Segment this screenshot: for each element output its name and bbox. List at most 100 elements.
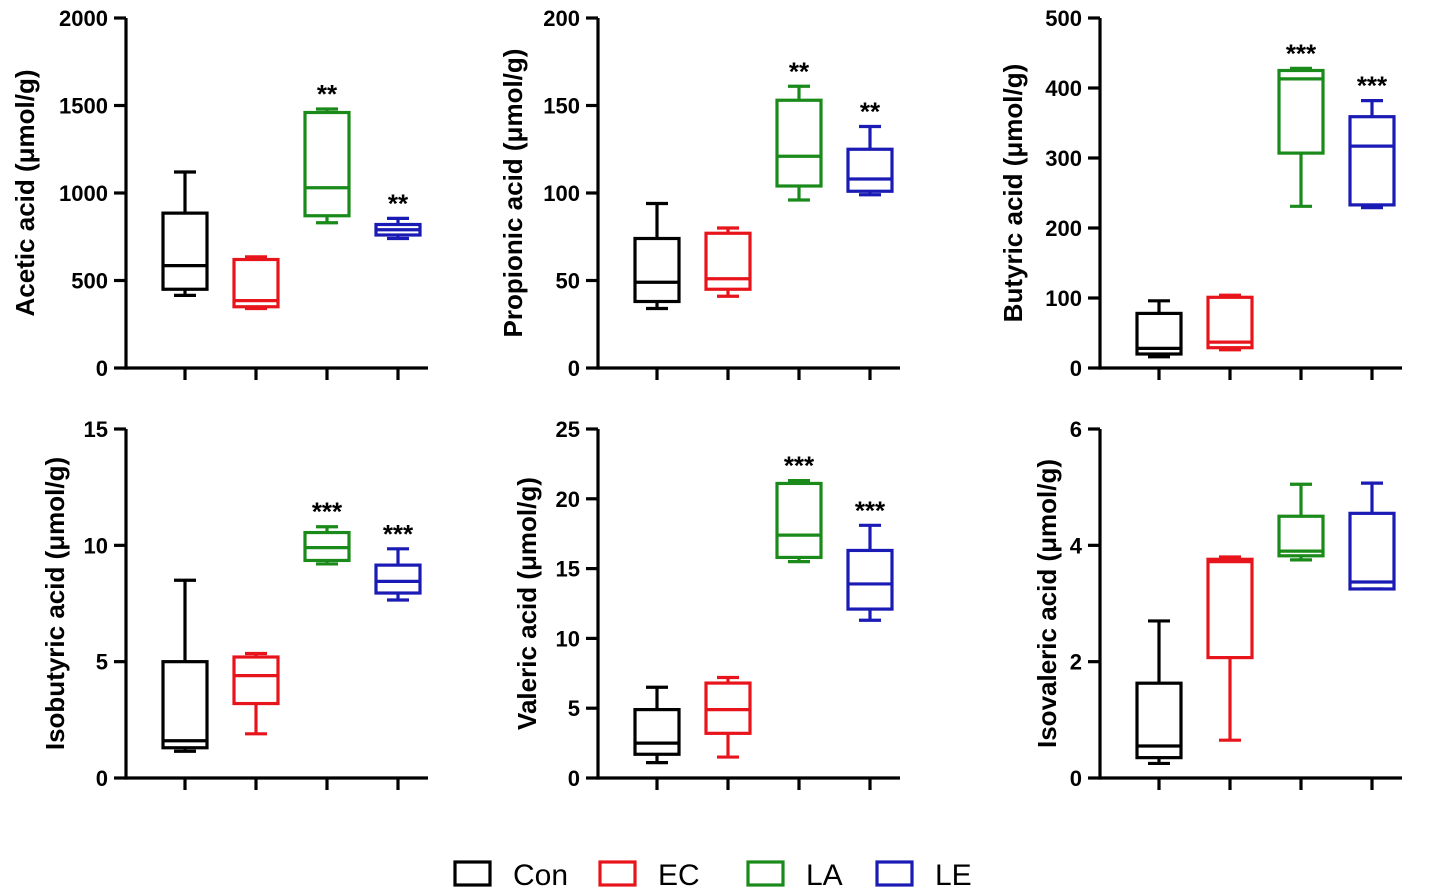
panel-1: 0 500 1000 1500 2000 Acetic acid (μmol/g) ** **	[10, 6, 428, 381]
significance-label: **	[388, 188, 409, 218]
box-Con	[1135, 299, 1183, 359]
panel-4: 0 5 10 15 Isobutyric acid (μmol/g) *** ***	[40, 417, 428, 791]
box-LA: **	[775, 56, 823, 202]
box-body	[374, 563, 422, 595]
panel-6: 0 2 4 6 Isovaleric acid (μmol/g)	[1032, 417, 1402, 791]
y-axis-title: Propionic acid (μmol/g)	[498, 49, 528, 338]
box-Con	[1135, 619, 1183, 766]
panel-3: 0 100 200 300 400 500 Butyric acid (μmol/g) ***…	[998, 6, 1402, 381]
significance-label: **	[860, 97, 881, 127]
legend-item-LA: LA	[746, 859, 843, 892]
y-tick-label: 50	[556, 269, 580, 294]
significance-label: **	[317, 79, 338, 109]
panel-2: 0 50 100 150 200 Propionic acid (μmol/g) ** **	[498, 6, 900, 381]
y-tick-label: 1000	[59, 181, 108, 206]
legend-item-Con: Con	[453, 859, 568, 892]
y-tick-label: 2000	[59, 6, 108, 31]
legend-swatch	[746, 860, 785, 887]
y-tick-label: 10	[556, 626, 580, 651]
y-tick-label: 100	[543, 181, 580, 206]
box-LE: **	[374, 188, 422, 241]
legend-swatch	[598, 860, 637, 887]
legend: Con EC LA LE	[453, 859, 972, 892]
box-body	[633, 236, 681, 304]
legend-swatch	[453, 860, 492, 887]
y-tick-label: 5	[96, 650, 108, 675]
box-body	[232, 257, 280, 309]
y-tick-label: 0	[96, 356, 108, 381]
box-EC	[1206, 293, 1254, 352]
y-tick-label: 15	[556, 557, 580, 582]
box-body	[775, 98, 823, 188]
box-LA	[1277, 482, 1325, 562]
box-LE: ***	[846, 495, 894, 622]
box-LE: ***	[1348, 71, 1396, 210]
y-tick-label: 300	[1045, 146, 1082, 171]
box-body	[1277, 514, 1325, 558]
y-tick-label: 400	[1045, 76, 1082, 101]
box-body	[633, 707, 681, 756]
legend-item-EC: EC	[598, 859, 700, 892]
box-LA: ***	[303, 497, 351, 566]
y-tick-label: 200	[543, 6, 580, 31]
legend-swatch	[875, 860, 914, 887]
box-body	[161, 211, 209, 291]
box-body	[1206, 295, 1254, 350]
box-body	[1348, 511, 1396, 591]
box-EC	[704, 675, 752, 759]
box-body	[704, 231, 752, 291]
significance-label: ***	[312, 497, 343, 527]
y-tick-label: 200	[1045, 216, 1082, 241]
box-body	[1135, 311, 1183, 356]
legend-label: LE	[935, 859, 972, 892]
y-axis-title: Butyric acid (μmol/g)	[998, 64, 1028, 323]
box-body	[1206, 557, 1254, 660]
y-tick-label: 0	[1070, 356, 1082, 381]
box-LA: **	[303, 79, 351, 225]
box-body	[303, 110, 351, 218]
box-body	[161, 660, 209, 750]
y-tick-label: 0	[96, 766, 108, 791]
significance-label: **	[789, 56, 810, 86]
significance-label: ***	[784, 451, 815, 481]
y-axis-title: Acetic acid (μmol/g)	[10, 69, 40, 316]
y-tick-label: 0	[568, 356, 580, 381]
box-EC	[704, 226, 752, 298]
box-LA: ***	[1277, 38, 1325, 208]
y-tick-label: 100	[1045, 286, 1082, 311]
y-tick-label: 5	[568, 696, 580, 721]
significance-label: ***	[855, 495, 886, 525]
box-Con	[633, 685, 681, 765]
y-tick-label: 4	[1070, 533, 1083, 558]
legend-item-LE: LE	[875, 859, 972, 892]
box-Con	[161, 578, 209, 753]
box-body	[1277, 68, 1325, 155]
y-tick-label: 6	[1070, 417, 1082, 442]
box-body	[846, 147, 894, 193]
box-LE: ***	[374, 519, 422, 602]
box-EC	[1206, 555, 1254, 742]
box-body	[1348, 115, 1396, 207]
y-tick-label: 15	[84, 417, 108, 442]
y-tick-label: 500	[1045, 6, 1082, 31]
y-axis-title: Valeric acid (μmol/g)	[512, 477, 542, 730]
y-tick-label: 25	[556, 417, 580, 442]
y-tick-label: 2	[1070, 650, 1082, 675]
legend-label: Con	[513, 859, 568, 892]
y-axis-title: Isobutyric acid (μmol/g)	[40, 457, 70, 750]
y-tick-label: 500	[71, 269, 108, 294]
legend-label: EC	[658, 859, 700, 892]
y-tick-label: 20	[556, 487, 580, 512]
box-body	[846, 548, 894, 611]
box-Con	[633, 201, 681, 311]
box-LE: **	[846, 97, 894, 197]
y-tick-label: 0	[568, 766, 580, 791]
box-body	[1135, 681, 1183, 760]
significance-label: ***	[1286, 38, 1317, 68]
y-tick-label: 1500	[59, 94, 108, 119]
y-tick-label: 0	[1070, 766, 1082, 791]
box-EC	[232, 255, 280, 311]
significance-label: ***	[383, 519, 414, 549]
panel-5: 0 5 10 15 20 25 Valeric acid (μmol/g) *** ***	[512, 417, 900, 791]
